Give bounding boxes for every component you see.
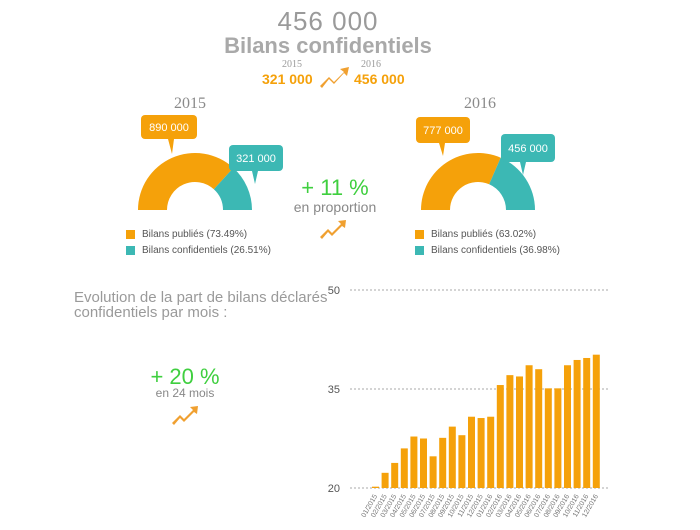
evolution-description: Evolution de la part de bilans déclarés …: [74, 289, 328, 321]
donut-charts: 2015 2016: [138, 95, 535, 210]
bar: [381, 472, 389, 488]
bar: [516, 376, 523, 488]
header-year-from: 2015: [282, 59, 302, 70]
header-value-to: 456 000: [354, 71, 405, 87]
legend-swatch: [126, 230, 135, 239]
legend-label: Bilans confidentiels (26.51%): [142, 245, 271, 256]
callout-2015-confidential: 321 000: [229, 145, 283, 184]
bar: [564, 365, 571, 488]
callout-2015-confidential-label: 321 000: [236, 153, 276, 165]
trend-arrow-icon: [172, 406, 198, 425]
bar: [468, 416, 475, 488]
bar: [448, 426, 456, 488]
bar: [429, 456, 437, 488]
legend-label: Bilans publiés (63.02%): [431, 229, 537, 240]
bar: [583, 357, 591, 488]
header-value-from: 321 000: [262, 71, 313, 87]
proportion-label: en proportion: [293, 199, 377, 215]
headline-number: 456 000: [277, 6, 379, 36]
donut-segment-confidential: [489, 157, 535, 210]
legend-swatch: [126, 246, 135, 255]
donut-2015: [138, 153, 252, 210]
donut-segment-confidential: [213, 167, 252, 210]
trend-arrow-icon: [320, 220, 346, 239]
legend-label: Bilans confidentiels (36.98%): [431, 245, 560, 256]
bar: [477, 418, 485, 488]
donut-2016-year: 2016: [464, 95, 496, 112]
bar: [400, 448, 408, 488]
donut-segment-published: [421, 153, 501, 210]
donut-segment-published: [138, 153, 234, 210]
callout-2015-published: 890 000: [141, 115, 197, 154]
callout-2016-confidential-label: 456 000: [508, 143, 548, 155]
bar: [592, 354, 600, 488]
legend-2016-confidential: Bilans confidentiels (36.98%): [415, 245, 560, 256]
bar: [544, 388, 552, 488]
bar: [439, 437, 447, 488]
callout-2015-published-label: 890 000: [149, 122, 189, 134]
bar: [554, 388, 562, 488]
legend-2015-published: Bilans publiés (73.49%): [126, 229, 247, 240]
bar: [487, 416, 495, 488]
header-year-to: 2016: [361, 59, 381, 70]
headline-subtitle: Bilans confidentiels: [224, 33, 432, 58]
legend-2015-confidential: Bilans confidentiels (26.51%): [126, 245, 271, 256]
monthly-confidential-share-chart: 20355001/201502/201503/201504/201505/201…: [328, 285, 610, 519]
bar: [496, 385, 504, 488]
legend-swatch: [415, 246, 424, 255]
callout-2016-confidential: 456 000: [501, 134, 555, 175]
bar: [525, 365, 533, 488]
legend-label: Bilans publiés (73.49%): [142, 229, 248, 240]
bar: [506, 375, 514, 488]
bar: [410, 436, 418, 488]
bar: [535, 369, 543, 488]
bar: [573, 359, 581, 488]
donut-2015-year: 2015: [174, 95, 206, 112]
evolution-label: en 24 mois: [155, 386, 215, 400]
donut-2016: [421, 153, 535, 210]
evolution-value: + 20 %: [150, 364, 220, 389]
proportion-value: + 11 %: [301, 175, 369, 200]
bar: [391, 462, 399, 488]
trend-arrow-icon: [320, 67, 349, 88]
callout-2016-published: 777 000: [416, 117, 470, 156]
legend-swatch: [415, 230, 424, 239]
bar: [372, 486, 379, 488]
legend-2016-published: Bilans publiés (63.02%): [415, 229, 536, 240]
callout-2016-published-label: 777 000: [423, 125, 463, 137]
y-tick-label: 35: [328, 384, 340, 396]
bar: [420, 438, 427, 488]
y-tick-label: 50: [328, 285, 340, 297]
y-tick-label: 20: [328, 483, 340, 495]
bar: [458, 435, 466, 488]
